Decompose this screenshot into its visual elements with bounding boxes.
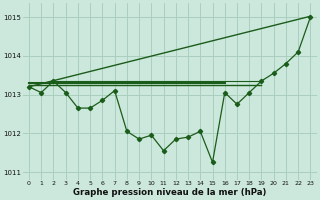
X-axis label: Graphe pression niveau de la mer (hPa): Graphe pression niveau de la mer (hPa) <box>73 188 266 197</box>
